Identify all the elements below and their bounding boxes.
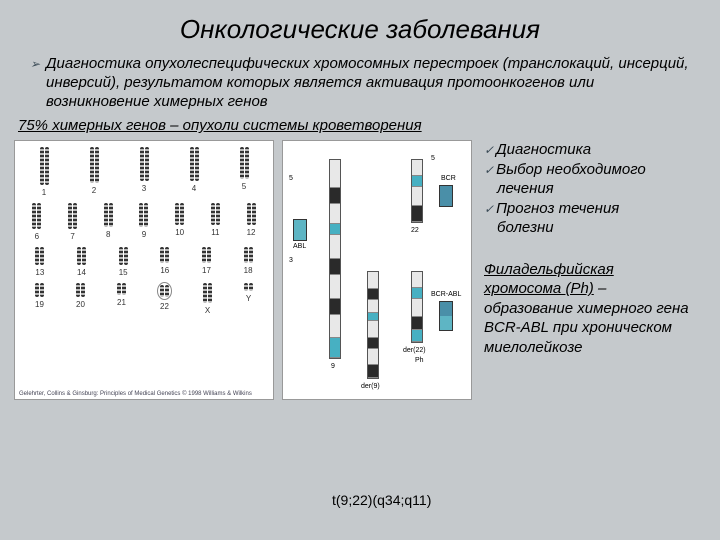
side-column: Диагностика Выбор необходимого лечения П… [472,140,706,400]
karyotype-row: 1 2 3 4 5 [15,141,273,197]
karyotype-item: 19 [35,283,44,315]
chrom-label: 9 [142,230,146,239]
checklist-item-cont: болезни [484,218,706,238]
chrom-label: 21 [117,298,126,307]
karyotype-item: 6 [32,203,41,241]
label-22: 22 [411,227,419,234]
chrom-label: 7 [70,232,74,241]
chrom-label: X [205,306,210,315]
philadelphia-text: Филадельфийская хромосома (Ph) – образов… [484,260,706,358]
karyotype-item: Y [244,283,253,315]
checklist-item: Выбор необходимого [484,160,706,180]
main-paragraph-text: Диагностика опухолеспецифических хромосо… [46,55,689,110]
chrom-label: 5 [242,182,246,191]
label-ph: Ph [415,357,424,364]
chrom-label: 2 [92,186,96,195]
karyotype-item: 1 [40,147,49,197]
bcrabl-label: BCR-ABL [431,291,461,298]
karyotype-row: 6 7 8 9 10 11 12 [15,197,273,241]
chrom-label: 16 [160,266,169,275]
karyotype-item: 18 [244,247,253,277]
bcr-gene-box [439,185,453,207]
karyotype-item: 4 [190,147,199,197]
chrom-label: 18 [244,266,253,275]
label-5: 5 [289,175,293,182]
karyotype-item: 11 [211,203,220,241]
chrom-label: 10 [175,228,184,237]
abl-label: ABL [293,243,306,250]
karyotype-item: 20 [76,283,85,315]
karyotype-item: 10 [175,203,184,241]
label-9: 9 [331,363,335,370]
checklist-item: Прогноз течения [484,199,706,219]
chrom-label: 4 [192,184,196,193]
chrom-label: 15 [119,268,128,277]
chrom-label: 19 [35,300,44,309]
figures: 12345678910111213141516171819202122XYGel… [14,140,472,400]
label-3: 3 [289,257,293,264]
karyotype-item: 17 [202,247,211,277]
chrom-label: 22 [160,302,169,311]
chrom-label: 1 [42,188,46,197]
slide-title: Онкологические заболевания [0,0,720,55]
bcr-label: BCR [441,175,456,182]
checklist: Диагностика Выбор необходимого лечения П… [484,140,706,238]
karyotype-row: 19 20 21 22 X Y [15,277,273,315]
ph-dash: – [594,280,607,297]
checklist-item: Диагностика [484,140,706,160]
karyotype-item: 8 [104,203,113,241]
bcrabl-gene-box [439,301,453,331]
chrom-label: 12 [247,228,256,237]
karyotype-footer: Gelehrter, Collins & Ginsburg: Principle… [19,391,252,397]
main-paragraph: ➢ Диагностика опухолеспецифических хромо… [0,55,720,117]
karyotype-row: 13 14 15 16 17 18 [15,241,273,277]
label-der9: der(9) [361,383,380,390]
karyotype-item: 22 [158,283,171,315]
chrom-label: 20 [76,300,85,309]
karyotype-item: 9 [139,203,148,241]
karyotype-figure: 12345678910111213141516171819202122XYGel… [14,140,274,400]
karyotype-item: 21 [117,283,126,315]
label-5b: 5 [431,155,435,162]
chrom-label: 17 [202,266,211,275]
abl-gene-box [293,219,307,241]
karyotype-item: 12 [247,203,256,241]
chrom-label: 6 [35,232,39,241]
chrom-label: 14 [77,268,86,277]
ph-line2: хромосома (Ph) [484,280,594,297]
checklist-item-cont: лечения [484,179,706,199]
karyotype-item: 7 [68,203,77,241]
ph-rest: образование химерного гена BCR-ABL при х… [484,300,689,356]
translocation-diagram: 5 3 ABL BCR BCR-ABL 5 9 22 der(9) der(22… [282,140,472,400]
karyotype-item: 16 [160,247,169,277]
chrom-label: 8 [106,230,110,239]
karyotype-item: 3 [140,147,149,197]
chrom-label: 11 [211,228,219,237]
chrom-label: Y [246,294,251,303]
karyotype-item: 15 [119,247,128,277]
karyotype-item: 14 [77,247,86,277]
karyotype-item: 2 [90,147,99,197]
subline: 75% химерных генов – опухоли системы кро… [18,117,720,134]
karyotype-item: 13 [35,247,44,277]
arrow-bullet-icon: ➢ [30,57,40,72]
ph-line1: Филадельфийская [484,261,614,278]
content-row: 12345678910111213141516171819202122XYGel… [0,140,720,400]
label-der22: der(22) [403,347,426,354]
karyotype-item: X [203,283,212,315]
karyotype-item: 5 [240,147,249,197]
translocation-caption: t(9;22)(q34;q11) [332,492,431,508]
chrom-label: 3 [142,184,146,193]
chrom-label: 13 [35,268,44,277]
